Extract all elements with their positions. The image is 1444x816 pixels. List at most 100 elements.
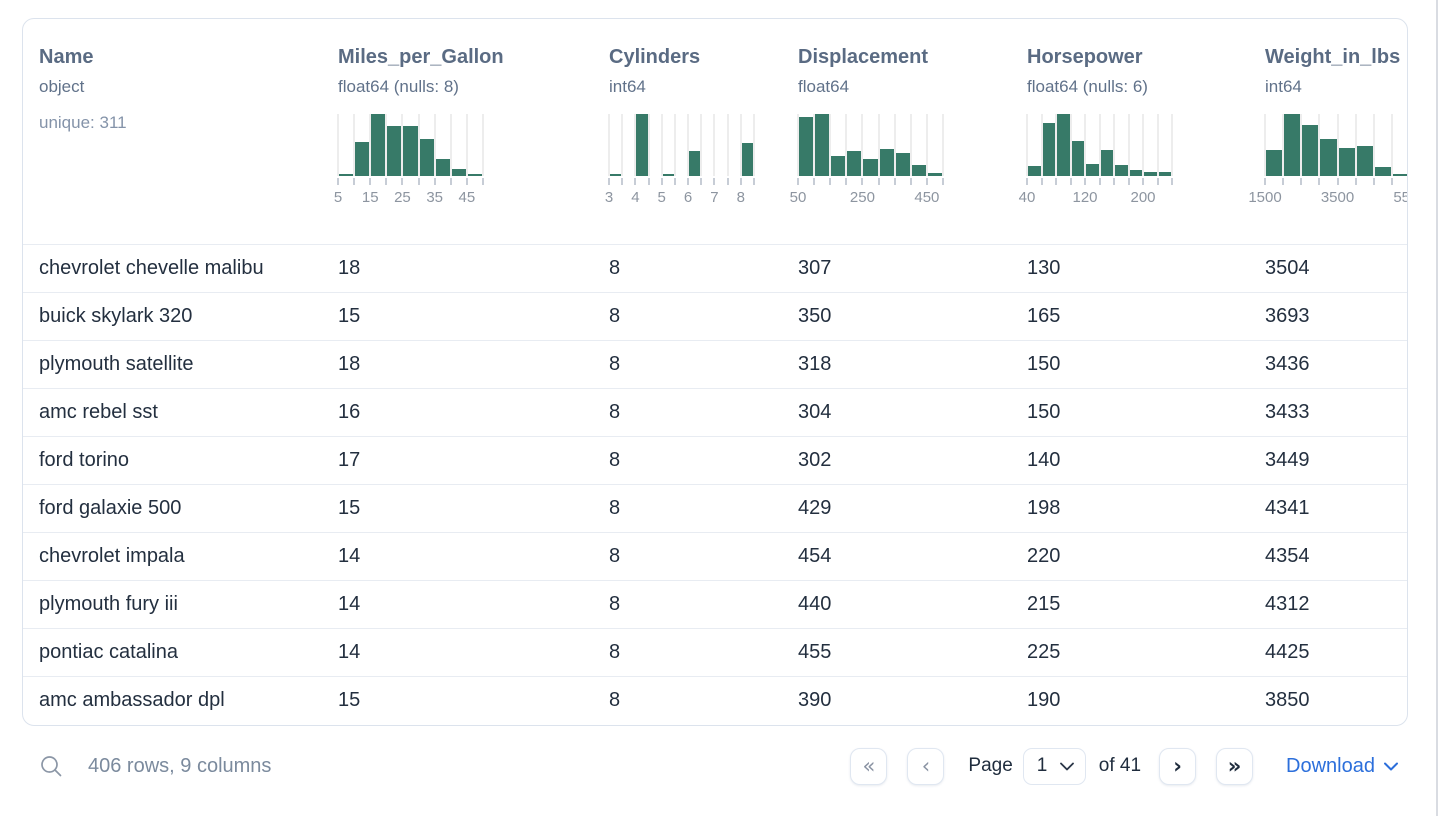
hist-bar-slot — [338, 114, 354, 176]
axis-tick — [797, 178, 799, 185]
hist-bar — [1071, 141, 1084, 176]
hist-bar — [1144, 172, 1157, 176]
table-cell: 4341 — [1265, 497, 1310, 519]
chevron-down-icon — [1384, 762, 1398, 770]
histogram: 40 120 200 — [1019, 114, 1173, 207]
axis-tick — [1055, 178, 1057, 185]
histogram-gridline — [1336, 114, 1339, 176]
hist-bar — [371, 114, 386, 176]
row-column-count: 406 rows, 9 columns — [88, 754, 272, 777]
last-page-button[interactable]: » — [1216, 747, 1254, 785]
column-header: Weight_in_lbs int64 1500 3500 5500 — [1248, 19, 1407, 244]
axis-tick-label: 5500 — [1393, 189, 1407, 206]
histogram-gridline — [829, 114, 832, 176]
table-cell: 8 — [609, 401, 621, 423]
table-cell: 3850 — [1265, 689, 1310, 711]
search-icon[interactable] — [38, 753, 64, 779]
table-cell: 140 — [1027, 449, 1061, 471]
table-cell: 4354 — [1265, 545, 1310, 567]
table-cell: 429 — [798, 497, 832, 519]
hist-bar — [1100, 150, 1113, 176]
hist-bar-slot — [662, 114, 675, 176]
hist-bar-slot — [467, 114, 483, 176]
axis-tick — [482, 178, 484, 185]
axis-tick-label: 200 — [1130, 189, 1156, 206]
table-cell: 390 — [798, 689, 832, 711]
axis-tick — [687, 178, 690, 185]
column-name: Cylinders — [609, 46, 701, 68]
hist-bar-slot — [402, 114, 418, 176]
axis-tick — [433, 178, 436, 185]
hist-bar — [879, 149, 894, 176]
next-page-button[interactable]: › — [1159, 747, 1197, 785]
histogram-gridline — [813, 114, 816, 176]
hist-bar-slot — [927, 114, 943, 176]
hist-bar-slot — [1056, 114, 1071, 176]
hist-bar-slot — [1356, 114, 1374, 176]
hist-bar — [1042, 123, 1055, 176]
axis-tick-label: 3500 — [1320, 189, 1355, 206]
table-row: ford galaxie 500 15 8 429 198 4341 — [23, 484, 1407, 532]
axis-tick — [1300, 178, 1303, 185]
hist-bar — [451, 169, 466, 176]
axis-tick-label: 450 — [914, 189, 940, 206]
axis-tick — [1084, 178, 1086, 185]
histogram-gridline — [353, 114, 356, 176]
histogram-gridline — [401, 114, 404, 176]
table-cell: amc rebel sst — [39, 401, 158, 423]
histogram-gridline — [1098, 114, 1101, 176]
axis-tick — [1171, 178, 1173, 185]
axis-tick — [673, 178, 676, 185]
histogram-plot — [1264, 114, 1407, 176]
axis-tick — [353, 178, 356, 185]
axis-tick — [647, 178, 650, 185]
table-cell: ford galaxie 500 — [39, 497, 182, 519]
hist-bar — [387, 126, 402, 176]
data-table-card: Name object unique: 311 Miles_per_Gallon flo… — [22, 18, 1408, 726]
column-name: Weight_in_lbs — [1265, 46, 1401, 68]
histogram-axis-labels: 50 250 450 — [790, 189, 943, 207]
column-type: int64 — [609, 77, 646, 96]
column-header: Name object unique: 311 — [39, 19, 338, 244]
first-page-button[interactable]: « — [850, 747, 888, 785]
axis-tick — [608, 178, 610, 185]
column-type: int64 — [1265, 77, 1302, 96]
histogram-axis-ticks — [608, 178, 755, 186]
histogram-gridline — [1264, 114, 1266, 176]
table-row: chevrolet impala 14 8 454 220 4354 — [23, 532, 1407, 580]
histogram-plot — [797, 114, 944, 176]
axis-tick — [1372, 178, 1375, 185]
axis-tick — [417, 178, 420, 185]
table-cell: 440 — [798, 593, 832, 615]
histogram-gridline — [1113, 114, 1115, 176]
hist-bar-slot — [1392, 114, 1407, 176]
hist-bar — [1356, 146, 1373, 176]
histogram: 5 15 25 35 45 — [334, 114, 484, 207]
hist-bar-slot — [419, 114, 435, 176]
histogram-gridline — [1156, 114, 1159, 176]
download-button[interactable]: Download — [1286, 755, 1398, 778]
histogram-gridline — [1026, 114, 1028, 176]
table-cell: 8 — [609, 497, 621, 519]
hist-bar-slot — [1129, 114, 1144, 176]
hist-bar-slot — [622, 114, 635, 176]
histogram-gridline — [1055, 114, 1057, 176]
table-row: amc rebel sst 16 8 304 150 3433 — [23, 388, 1407, 436]
histogram-axis-ticks — [337, 178, 484, 186]
hist-bar — [815, 114, 830, 176]
histogram-gridline — [861, 114, 864, 176]
histogram-gridline — [1142, 114, 1144, 176]
previous-page-button[interactable]: ‹ — [907, 747, 945, 785]
table-cell: chevrolet impala — [39, 545, 185, 567]
hist-bar — [895, 153, 910, 176]
histogram-axis-labels: 40 120 200 — [1019, 189, 1172, 207]
histogram-gridline — [925, 114, 928, 176]
histogram-gridline — [845, 114, 848, 176]
hist-bar-slot — [1114, 114, 1129, 176]
table-cell: 165 — [1027, 305, 1061, 327]
histogram-gridline — [942, 114, 944, 176]
axis-tick — [1354, 178, 1357, 185]
table-body: chevrolet chevelle malibu 18 8 307 130 3504 bu… — [23, 244, 1407, 724]
page-select[interactable]: 1 — [1022, 747, 1086, 785]
axis-tick — [713, 178, 716, 185]
